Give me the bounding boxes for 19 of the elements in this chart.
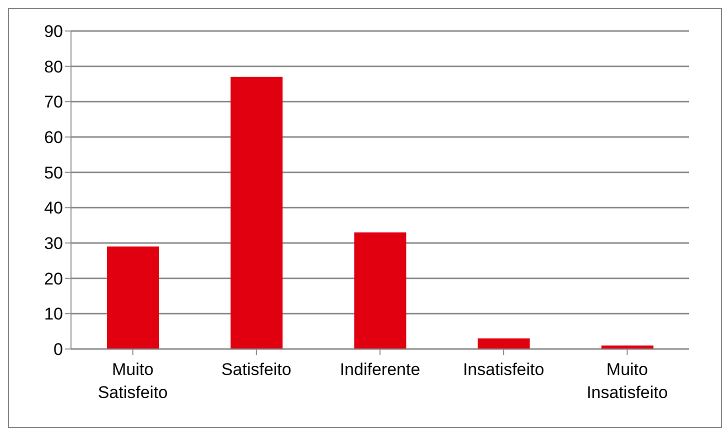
bar: [478, 338, 530, 349]
bar: [354, 232, 406, 349]
y-tick-label: 10: [44, 304, 63, 324]
y-tick-label: 40: [44, 198, 63, 218]
bar: [107, 246, 159, 349]
x-tick-label: Muito Insatisfeito: [586, 360, 668, 402]
bar: [230, 76, 283, 349]
x-tick-label: Satisfeito: [221, 360, 292, 379]
x-tick-label: Muito Satisfeito: [98, 360, 168, 402]
x-tick-label: Indiferente: [340, 360, 420, 379]
y-tick-label: 20: [44, 269, 63, 288]
y-tick-label: 70: [44, 92, 63, 112]
y-tick-label: 0: [54, 340, 63, 360]
y-tick-label: 50: [44, 163, 63, 182]
y-tick-label: 60: [44, 128, 63, 148]
x-tick-label: Insatisfeito: [462, 360, 544, 379]
y-tick-label: 80: [44, 57, 63, 76]
y-tick-label: 30: [44, 234, 63, 254]
y-tick-label: 90: [44, 22, 63, 42]
